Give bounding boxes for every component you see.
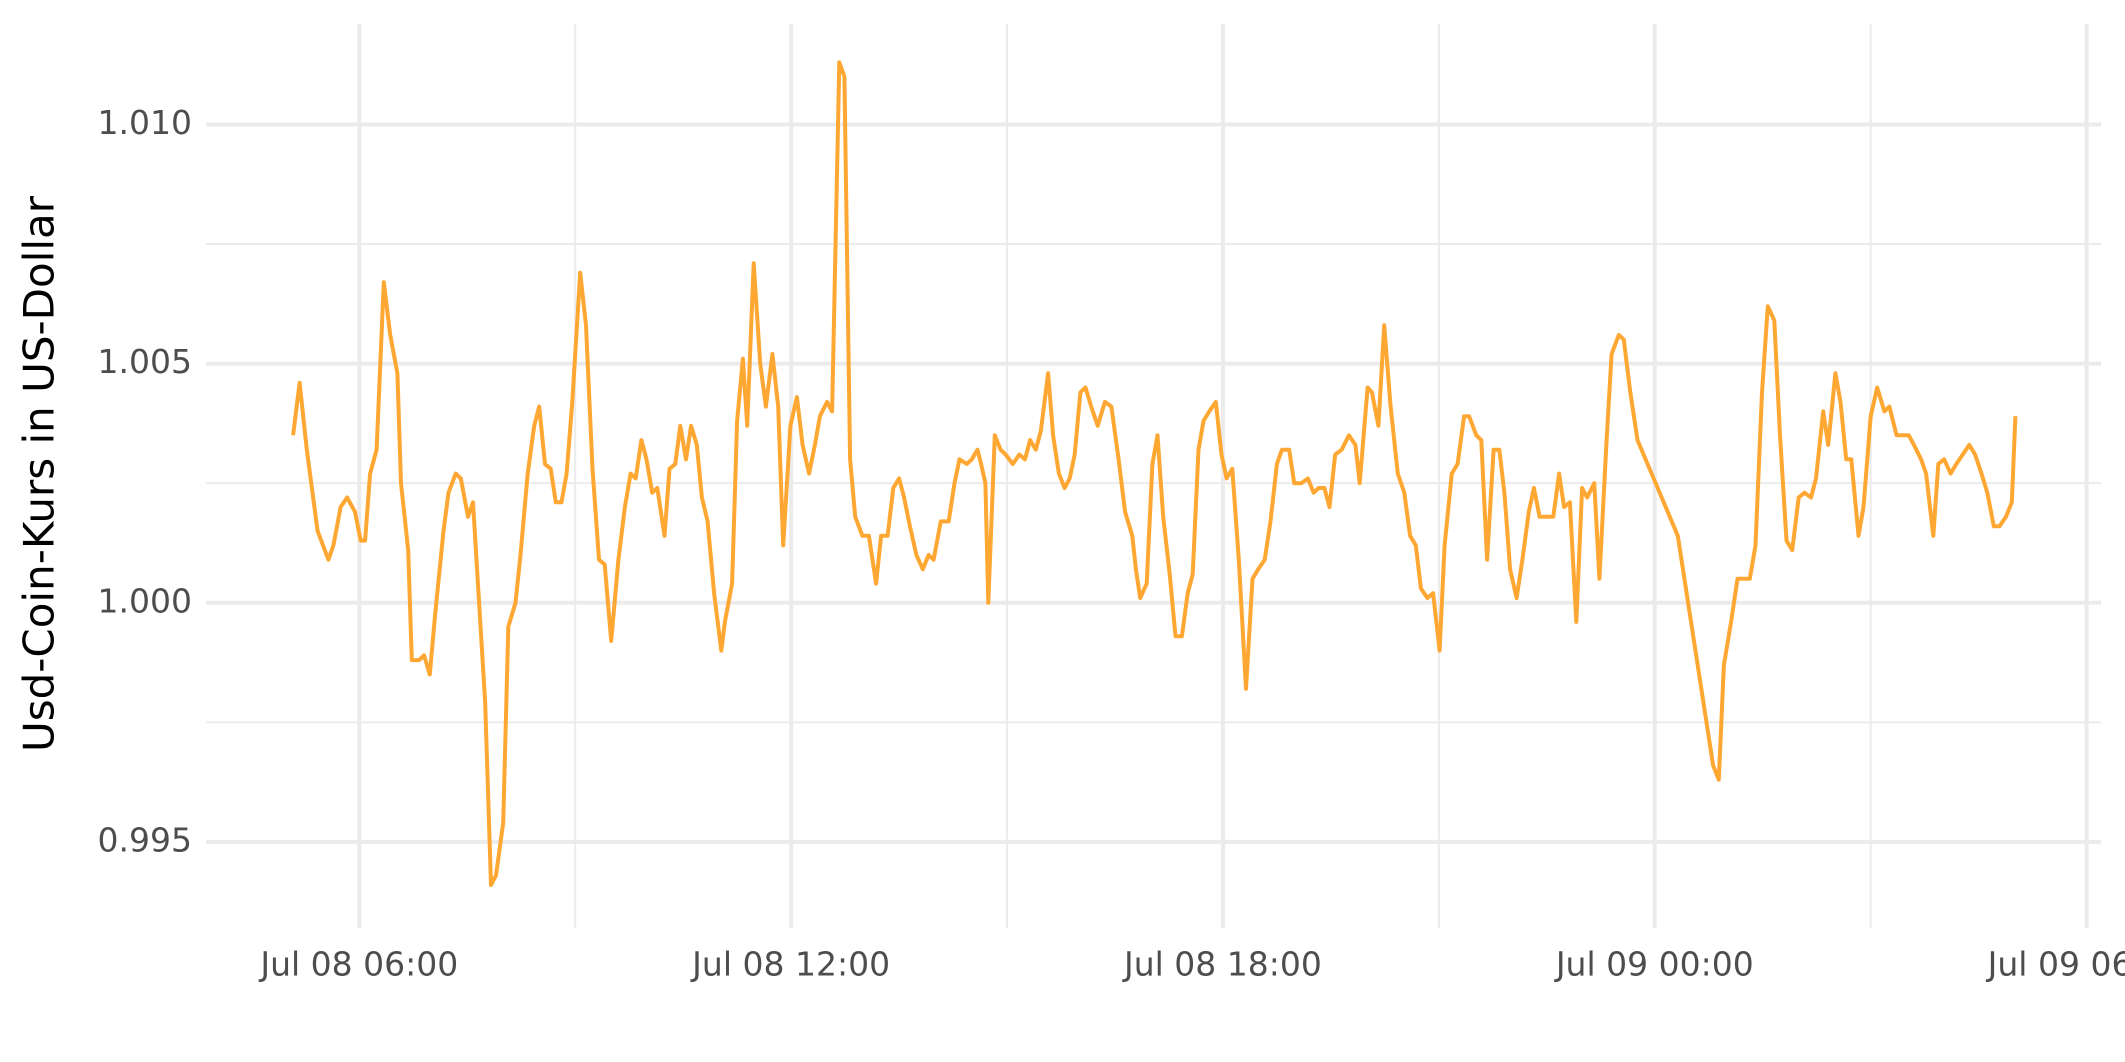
x-tick-label: Jul 08 12:00: [690, 945, 890, 984]
grid: [206, 24, 2101, 928]
x-tick-label: Jul 09 06:00: [1986, 945, 2125, 984]
x-tick-label: Jul 09 00:00: [1554, 945, 1754, 984]
y-tick-label: 0.995: [98, 820, 192, 859]
price-line: [291, 60, 2018, 887]
y-tick-label: 1.010: [98, 103, 192, 142]
x-tick-label: Jul 08 18:00: [1122, 945, 1322, 984]
y-tick-label: 1.000: [98, 581, 192, 620]
y-axis-title: Usd-Coin-Kurs in US-Dollar: [15, 195, 64, 752]
y-tick-label: 1.005: [98, 342, 192, 381]
x-tick-label: Jul 08 06:00: [258, 945, 458, 984]
